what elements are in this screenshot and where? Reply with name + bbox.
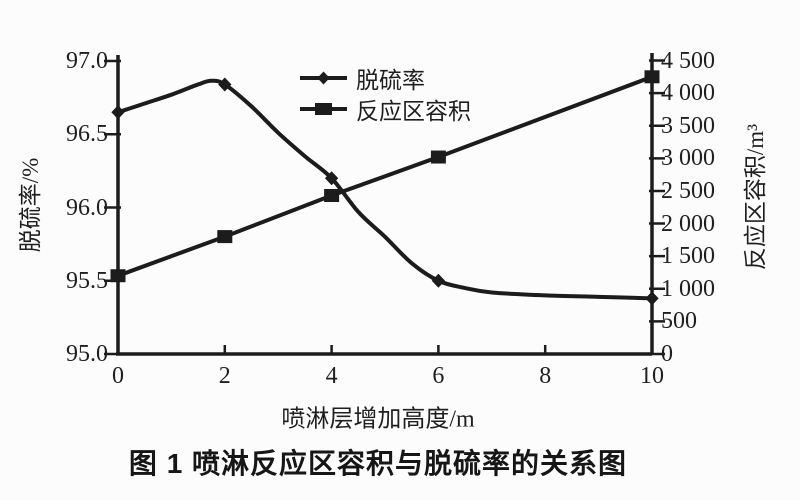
x-tick-label: 2 bbox=[218, 363, 231, 389]
figure-caption: 图 1 喷淋反应区容积与脱硫率的关系图 bbox=[128, 448, 628, 479]
x-tick-label: 10 bbox=[640, 363, 664, 389]
square-marker bbox=[217, 230, 233, 244]
right-tick-label: 4 000 bbox=[661, 80, 715, 107]
right-tick-label: 2 500 bbox=[661, 177, 715, 204]
right-tick-label: 3 000 bbox=[661, 145, 715, 172]
right-tick-label: 1 500 bbox=[661, 243, 715, 270]
x-tick-label: 6 bbox=[432, 363, 445, 389]
right-tick-label: 2 000 bbox=[661, 210, 715, 237]
diamond-marker bbox=[645, 291, 659, 306]
right-tick-label: 500 bbox=[661, 308, 697, 335]
square-marker bbox=[644, 70, 660, 84]
square-marker bbox=[110, 269, 126, 283]
x-axis-title: 喷淋层增加高度/m bbox=[281, 406, 475, 433]
legend-label-desulfurization-rate: 脱硫率 bbox=[356, 68, 425, 93]
right-tick-label: 4 500 bbox=[661, 47, 715, 74]
diamond-marker bbox=[111, 105, 125, 120]
left-tick-label: 96.5 bbox=[66, 121, 108, 148]
legend-label-reaction-zone-volume: 反应区容积 bbox=[356, 99, 471, 124]
right-tick-label: 0 bbox=[661, 341, 673, 367]
diamond-marker bbox=[431, 273, 446, 288]
x-tick-label: 4 bbox=[325, 363, 338, 389]
left-tick-label: 96.0 bbox=[66, 194, 108, 221]
square-marker bbox=[430, 150, 446, 164]
right-tick-label: 3 500 bbox=[661, 112, 715, 139]
x-tick-label: 0 bbox=[112, 363, 124, 389]
right-tick-label: 1 000 bbox=[661, 275, 715, 302]
diamond-marker bbox=[218, 77, 232, 92]
diamond-marker bbox=[324, 171, 339, 186]
legend-diamond-marker bbox=[317, 71, 330, 85]
axis-ticks bbox=[104, 59, 665, 356]
legend-square-marker bbox=[315, 103, 332, 115]
right-axis-title: 反应区容积/m³ bbox=[743, 123, 768, 271]
square-marker bbox=[324, 189, 340, 203]
x-tick-label: 8 bbox=[539, 363, 552, 389]
left-tick-label: 97.0 bbox=[66, 48, 108, 74]
left-tick-label: 95.5 bbox=[66, 267, 108, 294]
left-tick-label: 95.0 bbox=[66, 341, 108, 367]
